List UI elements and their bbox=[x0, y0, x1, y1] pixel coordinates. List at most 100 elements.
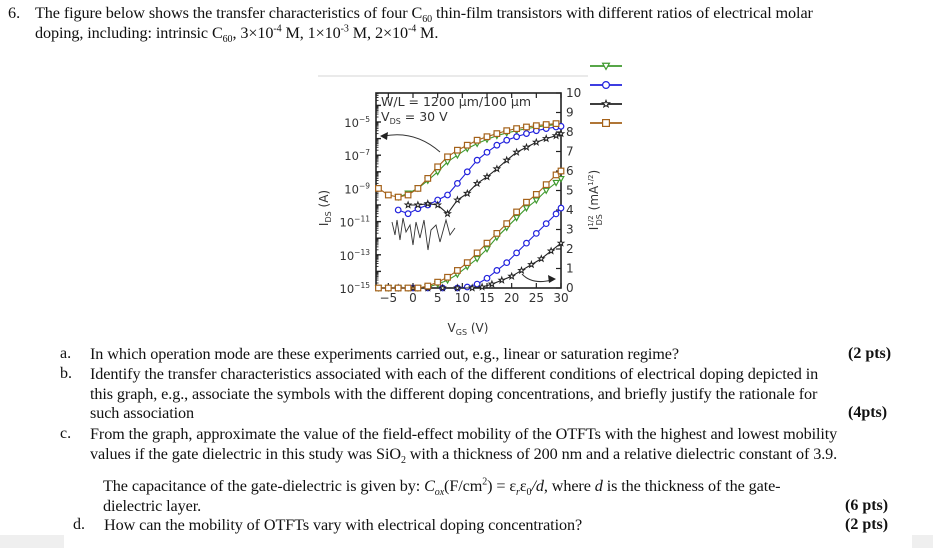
part-d-text: How can the mobility of OTFTs vary with … bbox=[104, 516, 583, 534]
formula-sub: ox bbox=[434, 487, 445, 499]
lbl-sub: DS bbox=[324, 211, 333, 222]
lbl: V bbox=[448, 321, 457, 335]
eps-r: r bbox=[516, 487, 520, 499]
part-b-points: (4pts) bbox=[848, 404, 888, 421]
lbl-end: ) bbox=[587, 170, 601, 175]
lbl-sup: 1/2 bbox=[587, 215, 595, 226]
superscript: -3 bbox=[340, 23, 349, 35]
data-curves bbox=[374, 120, 566, 293]
eps0: ε bbox=[519, 477, 527, 495]
annotation-wl: W/L = 1200 μm/100 μm bbox=[381, 94, 531, 109]
chart: −5 0 5 10 15 20 25 3001234567891010−510−710−910… bbox=[317, 62, 622, 337]
lbl-unit: (A) bbox=[317, 190, 331, 211]
part-c-points: (6 pts) bbox=[845, 497, 889, 514]
right-tick-label: 0 bbox=[566, 281, 574, 295]
left-tick-label: 10−5 bbox=[344, 115, 370, 130]
arrow-right-axis bbox=[521, 273, 553, 282]
part-b-line1: Identify the transfer characteristics as… bbox=[90, 365, 819, 383]
right-tick-label: 9 bbox=[566, 106, 574, 120]
lbl-unit: (V) bbox=[467, 321, 488, 335]
d-var: d bbox=[594, 477, 603, 495]
left-tick-label: 10−13 bbox=[340, 248, 371, 263]
part-b-label: b. bbox=[60, 365, 72, 382]
intro-text: The figure below shows the transfer char… bbox=[35, 4, 423, 22]
lbl-sup: 1/2 bbox=[587, 174, 595, 185]
units-end: ) = ε bbox=[487, 477, 517, 495]
x-tick-label: 25 bbox=[529, 291, 544, 305]
intro-text: M, 1×10 bbox=[281, 24, 341, 42]
vds-symbol: V bbox=[381, 109, 390, 124]
left-tick-label: 10−7 bbox=[344, 148, 370, 163]
units-sup: 2 bbox=[482, 476, 488, 488]
subscript: 60 bbox=[222, 34, 233, 46]
left-axis-title: IDS (A) bbox=[317, 190, 333, 226]
subscript: 60 bbox=[422, 14, 433, 26]
right-tick-label: 2 bbox=[566, 242, 574, 256]
slash-d: /d bbox=[531, 477, 544, 495]
right-tick-label: 1 bbox=[566, 262, 574, 276]
formula-c: C bbox=[424, 477, 435, 495]
lbl: I bbox=[317, 223, 331, 227]
lbl: I bbox=[587, 227, 601, 231]
arrow-left-axis bbox=[383, 134, 441, 153]
question-number: 6. bbox=[8, 4, 21, 22]
left-tick-label: 10−9 bbox=[344, 181, 370, 196]
eps0-sub: 0 bbox=[526, 487, 532, 499]
text: values if the gate dielectric in this st… bbox=[90, 445, 401, 463]
right-axis-title: I1/2DS (mA1/2) bbox=[587, 170, 604, 230]
superscript: -4 bbox=[407, 23, 417, 35]
part-b-line2: this graph, e.g., associate the symbols … bbox=[90, 385, 818, 403]
vds-sub: DS bbox=[390, 117, 401, 126]
part-c-label: c. bbox=[60, 425, 72, 442]
part-d-label: d. bbox=[73, 516, 85, 533]
right-tick-label: 8 bbox=[566, 125, 574, 139]
intro-text: , 3×10 bbox=[232, 24, 274, 42]
part-c-note-line2: dielectric layer. bbox=[103, 497, 202, 515]
text: with a thickness of 200 nm and a relativ… bbox=[405, 445, 838, 463]
right-tick-label: 7 bbox=[566, 145, 574, 159]
vds-value: = 30 V bbox=[401, 109, 448, 124]
question-intro-line1: The figure below shows the transfer char… bbox=[35, 4, 813, 26]
part-c-note-line1: The capacitance of the gate-dielectric i… bbox=[103, 476, 781, 499]
intro-text: M. bbox=[416, 24, 439, 42]
left-tick-label: 10−11 bbox=[340, 215, 371, 230]
part-d-points: (2 pts) bbox=[845, 516, 889, 533]
right-tick-label: 3 bbox=[566, 223, 574, 237]
lbl-sub: GS bbox=[456, 328, 467, 337]
x-tick-label: 10 bbox=[455, 291, 470, 305]
series-square bbox=[375, 120, 565, 292]
x-axis-title: VGS (V) bbox=[448, 321, 489, 337]
lbl-sub: DS bbox=[595, 214, 604, 225]
transfer-characteristics-figure: −5 0 5 10 15 20 25 30 0 1 2 3 4 5 6 7 8 9 10 10−5 10−7 10−9 10… bbox=[300, 60, 640, 350]
intro-text: M, 2×10 bbox=[348, 24, 408, 42]
left-tick-label: 10−15 bbox=[340, 281, 371, 296]
part-a-text: In which operation mode are these experi… bbox=[90, 345, 679, 363]
right-tick-label: 5 bbox=[566, 184, 574, 198]
subscript: 2 bbox=[400, 455, 406, 467]
question-intro-line2: doping, including: intrinsic C60, 3×10-4… bbox=[35, 23, 439, 46]
x-tick-label: 20 bbox=[504, 291, 519, 305]
noise-trace bbox=[391, 217, 456, 251]
x-tick-label: 30 bbox=[553, 291, 568, 305]
right-tick-label: 10 bbox=[566, 86, 581, 100]
part-b-line3: such association bbox=[90, 404, 195, 422]
right-tick-label: 4 bbox=[566, 203, 574, 217]
x-tick-label: 5 bbox=[434, 291, 442, 305]
text: is the thickness of the gate- bbox=[602, 477, 781, 495]
lbl-unit: (mA bbox=[587, 185, 601, 214]
axis-labels: −5 0 5 10 15 20 25 3001234567891010−510−710−910… bbox=[340, 86, 582, 305]
part-c-line2: values if the gate dielectric in this st… bbox=[90, 445, 838, 467]
annotation-vds: VDS = 30 V bbox=[381, 109, 448, 126]
part-a-points: (2 pts) bbox=[848, 345, 892, 362]
x-tick-label: 0 bbox=[409, 291, 417, 305]
part-a-label: a. bbox=[60, 345, 72, 362]
text: , where bbox=[543, 477, 595, 495]
intro-text: doping, including: intrinsic C bbox=[35, 24, 223, 42]
superscript: -4 bbox=[273, 23, 282, 35]
right-tick-label: 6 bbox=[566, 164, 574, 178]
arrow-head-right bbox=[548, 275, 556, 283]
legend bbox=[590, 62, 622, 127]
units: (F/cm bbox=[444, 477, 483, 495]
x-tick-label: 15 bbox=[479, 291, 494, 305]
page-bottom-white bbox=[64, 535, 912, 548]
